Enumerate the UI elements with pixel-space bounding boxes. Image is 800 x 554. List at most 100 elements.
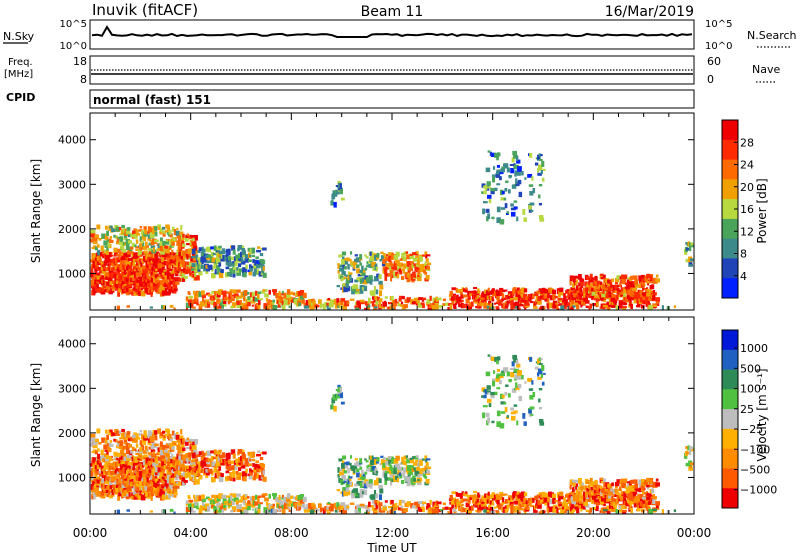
power-cell [192,306,196,309]
power-cell [417,271,421,274]
power-cell [290,296,293,300]
power-cell [226,271,231,277]
power-cell [256,269,260,274]
power-cell [171,273,175,276]
power-cell [142,246,148,250]
power-cell [601,292,606,298]
nsky-left-tick-top: 10^5 [60,19,87,30]
velocity-cell [170,442,173,448]
velocity-cell [154,483,160,488]
power-cell [234,260,238,267]
velocity-cell [174,471,179,477]
power-cell [148,275,152,281]
velocity-cell [347,467,350,474]
velocity-cell [168,493,171,499]
power-cell [339,264,344,268]
velocity-cell [262,451,267,455]
power-cell [111,288,115,291]
power-cell [460,302,464,309]
power-cell [639,289,644,295]
velocity-cell [398,499,404,502]
velocity-cell [120,449,125,454]
power-cell [402,256,406,261]
power-cell [587,291,591,298]
velocity-cell [655,501,660,506]
power-cell [151,229,157,234]
velocity-cell [236,504,241,509]
velocity-cell [117,495,121,501]
velocity-cell [163,461,167,464]
velocity-cell [386,510,389,514]
power-cell [230,268,233,274]
velocity-cell [483,503,487,506]
power-cell [198,247,204,252]
velocity-cell [531,380,534,385]
velocity-cell [539,498,544,504]
power-cell [224,255,229,261]
power-cell [391,307,395,310]
power-cell [333,201,337,208]
velocity-cell [496,387,501,390]
power-cell [194,235,198,241]
power-cell [364,254,367,257]
power-cell [603,305,608,308]
power-cell [136,271,140,277]
power-cell [520,287,526,293]
power-cell [142,267,146,274]
velocity-cell [417,507,422,511]
velocity-cell [94,467,98,473]
velocity-cell [540,358,543,361]
velocity-cell [122,477,126,483]
velocity-cell [157,428,162,433]
velocity-cell [226,495,231,498]
velocity-cell [167,486,172,493]
velocity-cell [215,455,218,458]
velocity-cell [237,449,243,454]
power-cell [150,245,156,249]
date-title: 16/Mar/2019 [605,4,694,20]
power-cell [642,281,645,287]
power-cell [601,284,605,290]
power-cell [159,258,163,261]
velocity-cell [108,465,112,470]
power-cell [173,284,178,289]
power-cell [266,301,269,304]
velocity-cell [264,497,269,502]
power-cell [460,294,464,299]
power-cell [533,306,538,309]
velocity-cell [278,494,281,500]
velocity-cell [356,493,360,496]
power-cell [539,217,545,222]
power-cell [229,289,233,293]
velocity-cell [644,502,649,509]
power-cell [347,275,351,281]
power-cell [175,281,180,285]
power-cell [570,302,573,308]
velocity-cell [517,491,520,495]
power-cell [213,301,218,308]
velocity-cell [423,473,426,478]
velocity-cell [425,458,431,461]
power-cell [287,301,291,305]
power-cell [467,293,471,298]
power-cell [151,277,155,283]
velocity-cell [154,430,158,435]
velocity-cell [337,474,340,478]
power-cell [98,254,101,260]
power-cell [196,266,199,272]
power-cell [367,304,371,308]
velocity-cell [171,494,175,498]
velocity-cell [214,473,217,478]
velocity-cell [211,461,216,467]
velocity-cell [173,488,178,493]
power-cell [512,302,516,305]
velocity-cell [215,463,221,468]
power-cell [149,239,153,242]
power-cell [247,301,251,307]
velocity-cell [572,479,576,483]
velocity-cell [149,468,152,474]
velocity-cell [372,466,376,471]
power-cell [166,264,171,269]
power-cell [251,247,256,254]
